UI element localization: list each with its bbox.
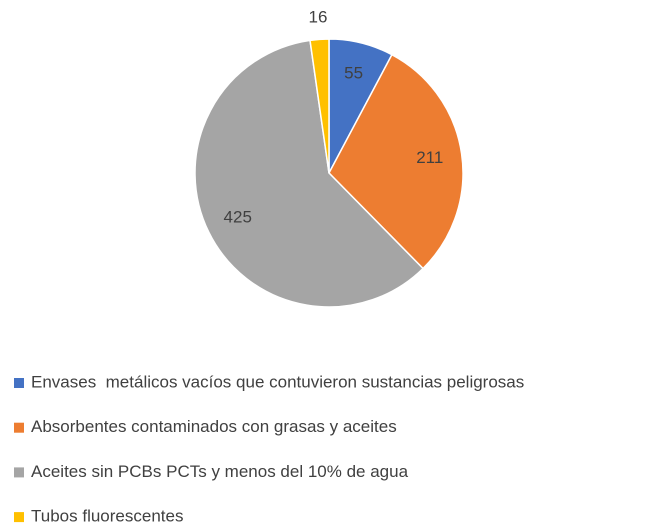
data-label: 211	[416, 148, 443, 167]
data-label: 425	[224, 208, 252, 227]
data-label: 55	[344, 64, 363, 83]
legend-label: Absorbentes contaminados con grasas y ac…	[31, 417, 397, 436]
legend-swatch	[14, 378, 24, 388]
legend-label: Tubos fluorescentes	[31, 507, 183, 526]
legend-swatch	[14, 422, 24, 433]
legend-label: Envases metálicos vacíos que contuvieron…	[31, 372, 524, 391]
pie-slice	[194, 39, 425, 308]
pie-slice	[328, 53, 464, 270]
data-label: 16	[308, 7, 327, 26]
pie-slice	[309, 38, 330, 174]
legend-swatch	[14, 467, 24, 478]
legend-label: Aceites sin PCBs PCTs y menos del 10% de…	[31, 462, 409, 481]
legend-swatch	[14, 512, 24, 523]
